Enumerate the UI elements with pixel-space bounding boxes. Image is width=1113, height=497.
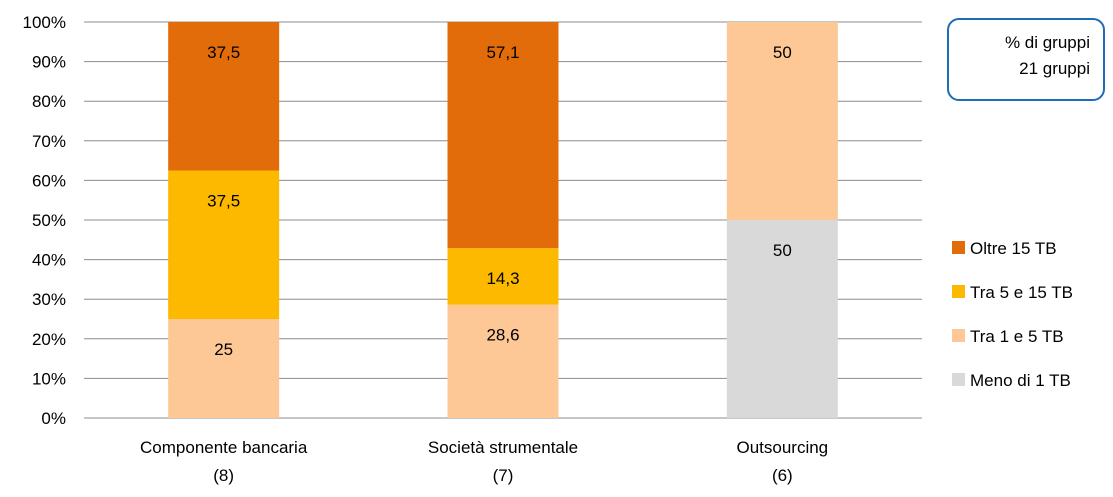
bar-segment bbox=[168, 170, 280, 319]
y-axis-ticks: 0% 10% 20% 30% 40% 50% 60% 70% 80% 90% 100% bbox=[23, 13, 66, 428]
bar-segment bbox=[726, 220, 838, 418]
data-label: 37,5 bbox=[207, 192, 240, 211]
bar-segment bbox=[168, 22, 280, 171]
legend-label: Tra 5 e 15 TB bbox=[970, 283, 1073, 302]
data-label: 37,5 bbox=[207, 43, 240, 62]
data-label: 14,3 bbox=[486, 269, 519, 288]
y-tick-label: 90% bbox=[32, 53, 66, 72]
note-box: % di gruppi 21 gruppi bbox=[947, 18, 1105, 101]
bar-segment bbox=[447, 304, 559, 418]
legend-swatch bbox=[952, 373, 965, 386]
x-category-count: (8) bbox=[213, 466, 234, 485]
bar-segment bbox=[168, 319, 280, 418]
legend-label: Oltre 15 TB bbox=[970, 239, 1057, 258]
data-label: 57,1 bbox=[486, 43, 519, 62]
legend: Oltre 15 TB Tra 5 e 15 TB Tra 1 e 5 TB Meno… bbox=[952, 239, 1073, 390]
legend-swatch bbox=[952, 285, 965, 298]
x-category-label: Outsourcing bbox=[736, 438, 828, 457]
legend-swatch bbox=[952, 329, 965, 342]
y-tick-label: 30% bbox=[32, 290, 66, 309]
bars bbox=[168, 22, 838, 418]
x-axis-categories: Componente bancaria (8) Società strumental… bbox=[140, 438, 828, 485]
x-category-label: Società strumentale bbox=[428, 438, 578, 457]
x-category-label: Componente bancaria bbox=[140, 438, 308, 457]
legend-swatch bbox=[952, 241, 965, 254]
legend-label: Meno di 1 TB bbox=[970, 371, 1071, 390]
bar-segment bbox=[447, 22, 559, 249]
y-tick-label: 0% bbox=[41, 409, 66, 428]
y-tick-label: 80% bbox=[32, 92, 66, 111]
note-line-2: 21 gruppi bbox=[1019, 59, 1090, 78]
y-tick-label: 40% bbox=[32, 251, 66, 270]
bar-segment bbox=[447, 248, 559, 305]
data-labels: 25 37,5 37,5 28,6 14,3 57,1 50 50 bbox=[207, 43, 792, 359]
x-category-count: (7) bbox=[493, 466, 514, 485]
data-label: 25 bbox=[214, 340, 233, 359]
data-label: 50 bbox=[773, 241, 792, 260]
y-tick-label: 10% bbox=[32, 369, 66, 388]
legend-label: Tra 1 e 5 TB bbox=[970, 327, 1064, 346]
y-tick-label: 20% bbox=[32, 330, 66, 349]
data-label: 28,6 bbox=[486, 326, 519, 345]
y-tick-label: 100% bbox=[23, 13, 66, 32]
y-tick-label: 60% bbox=[32, 171, 66, 190]
x-category-count: (6) bbox=[772, 466, 793, 485]
y-tick-label: 50% bbox=[32, 211, 66, 230]
data-label: 50 bbox=[773, 43, 792, 62]
bar-segment bbox=[726, 22, 838, 220]
y-tick-label: 70% bbox=[32, 132, 66, 151]
note-line-1: % di gruppi bbox=[1004, 33, 1090, 52]
